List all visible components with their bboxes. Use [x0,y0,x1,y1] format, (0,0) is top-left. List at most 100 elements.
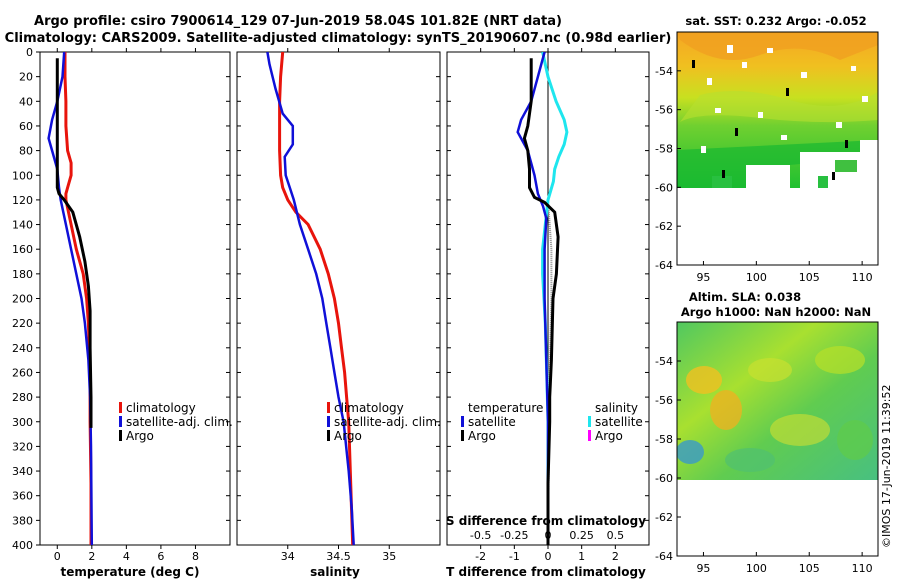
sla-map-x-tick-label: 100 [746,562,767,575]
temperature-legend-argo-swatch [119,430,122,441]
sst-map-y-tick-label: -56 [655,104,673,117]
temperature-x-axis: 0 2 4 6 8 [54,48,199,563]
depth-tick-label: 180 [12,268,33,281]
difference-x-tick-label: -2 [475,550,486,563]
temperature-x-tick-label: 2 [88,550,95,563]
imos-credit: ©IMOS 17-Jun-2019 11:39:52 [880,384,893,548]
difference-x-axis: -2 -1 0 1 2 [475,48,619,563]
temperature-climatology-line [63,52,93,545]
difference-legend-s-satellite-swatch [588,416,591,427]
depth-tick-label: 140 [12,219,33,232]
depth-tick-label: 300 [12,416,33,429]
temperature-legend-climatology-swatch [119,402,122,413]
sst-map-title: sat. SST: 0.232 Argo: -0.052 [685,14,866,28]
salinity-legend-climatology: climatology [334,401,404,415]
difference-salinity-satellite-line [541,52,569,545]
depth-tick-label: 360 [12,490,33,503]
difference-legend-salinity-header: salinity [595,401,638,415]
temperature-legend-climatology: climatology [126,401,196,415]
temperature-plot-area [47,52,94,545]
sla-map-title-line1: Altim. SLA: 0.038 [689,290,801,304]
sla-map-image [677,322,878,556]
salinity-legend-argo-swatch [327,430,330,441]
salinity-legend: climatology satellite-adj. clim. Argo [327,401,441,443]
difference-grey-line [547,199,553,545]
difference-legend-s-satellite: satellite [595,415,643,429]
depth-tick-label: 380 [12,514,33,527]
difference-s-label: S difference from climatology [446,514,646,528]
salinity-plot-area [266,52,355,545]
sst-map-y-tick-label: -60 [655,181,673,194]
salinity-y-ticks [237,51,440,546]
depth-tick-label: 40 [19,95,33,108]
difference-legend-t-argo-swatch [461,430,464,441]
figure-title-line1: Argo profile: csiro 7900614_129 07-Jun-2… [34,14,562,29]
depth-tick-label: 400 [12,539,33,552]
sla-map-x-tick-label: 105 [799,562,820,575]
salinity-satellite-line [266,52,355,545]
difference-legend: temperature satellite Argo salinity sate… [461,401,643,443]
sst-map-y-tick-label: -58 [655,143,673,156]
difference-x-tick-label: 0 [545,550,552,563]
depth-tick-label: 260 [12,366,33,379]
temperature-satellite-line [47,52,94,545]
depth-tick-label: 340 [12,465,33,478]
difference-legend-s-argo: Argo [595,429,623,443]
sla-map-y-tick-label: -54 [655,355,673,368]
sla-map-x-tick-label: 95 [696,562,710,575]
depth-tick-label: 0 [26,46,33,59]
salinity-x-axis: 34 34.5 35 [281,48,396,563]
salinity-legend-climatology-swatch [327,402,330,413]
difference-legend-t-satellite-swatch [461,416,464,427]
sla-map-x-tick-label: 110 [852,562,873,575]
difference-plot-area [516,52,569,545]
temperature-x-label: temperature (deg C) [61,565,200,579]
difference-x-tick-label: -1 [509,550,520,563]
sst-map-y-tick-label: -62 [655,220,673,233]
difference-x-label: T difference from climatology [446,565,646,579]
salinity-legend-satellite: satellite-adj. clim. [334,415,441,429]
difference-s-tick-label: 0 [545,529,552,542]
sla-map-axes: 95 100 105 110 -54 -56 -58 -60 -62 -64 [655,355,873,575]
difference-x-tick-label: 2 [612,550,619,563]
temperature-x-tick-label: 8 [192,550,199,563]
difference-s-tick-label: 0.25 [569,529,594,542]
salinity-legend-satellite-swatch [327,416,330,427]
depth-tick-label: 100 [12,169,33,182]
depth-tick-label: 240 [12,342,33,355]
sst-map-x-tick-label: 100 [746,271,767,284]
temperature-x-tick-label: 4 [123,550,130,563]
sla-map-y-tick-label: -64 [655,550,673,563]
temperature-legend-argo: Argo [126,429,154,443]
depth-tick-label: 120 [12,194,33,207]
difference-s-tick-label: -0.5 [470,529,491,542]
temperature-legend-satellite-swatch [119,416,122,427]
salinity-x-tick-label: 35 [382,550,396,563]
sla-map-y-tick-label: -56 [655,394,673,407]
depth-tick-label: 20 [19,71,33,84]
depth-tick-label: 200 [12,293,33,306]
difference-x-tick-label: 1 [578,550,585,563]
difference-s-axis-labels: -0.5 -0.25 0 0.25 0.5 [470,529,624,542]
depth-axis: 0 20 40 60 80 100 120 140 160 180 200 220 240 260 280 3… [12,46,230,552]
salinity-panel-frame [236,51,441,546]
salinity-x-label: salinity [310,565,360,579]
sst-map-x-tick-label: 110 [852,271,873,284]
sla-map-y-tick-label: -62 [655,511,673,524]
sla-map-y-tick-label: -60 [655,472,673,485]
depth-tick-label: 280 [12,391,33,404]
difference-legend-temperature-header: temperature [468,401,543,415]
difference-legend-t-argo: Argo [468,429,496,443]
sst-map-x-tick-label: 105 [799,271,820,284]
sla-map-y-tick-label: -58 [655,433,673,446]
temperature-legend: climatology satellite-adj. clim. Argo [119,401,233,443]
sst-map-y-tick-label: -54 [655,65,673,78]
difference-temperature-argo-line [522,58,560,545]
difference-s-tick-label: 0.5 [607,529,625,542]
temperature-x-tick-label: 0 [54,550,61,563]
difference-legend-t-satellite: satellite [468,415,516,429]
figure-title-line2: Climatology: CARS2009. Satellite-adjuste… [5,31,672,46]
temperature-x-tick-label: 6 [157,550,164,563]
sst-map-x-tick-label: 95 [696,271,710,284]
